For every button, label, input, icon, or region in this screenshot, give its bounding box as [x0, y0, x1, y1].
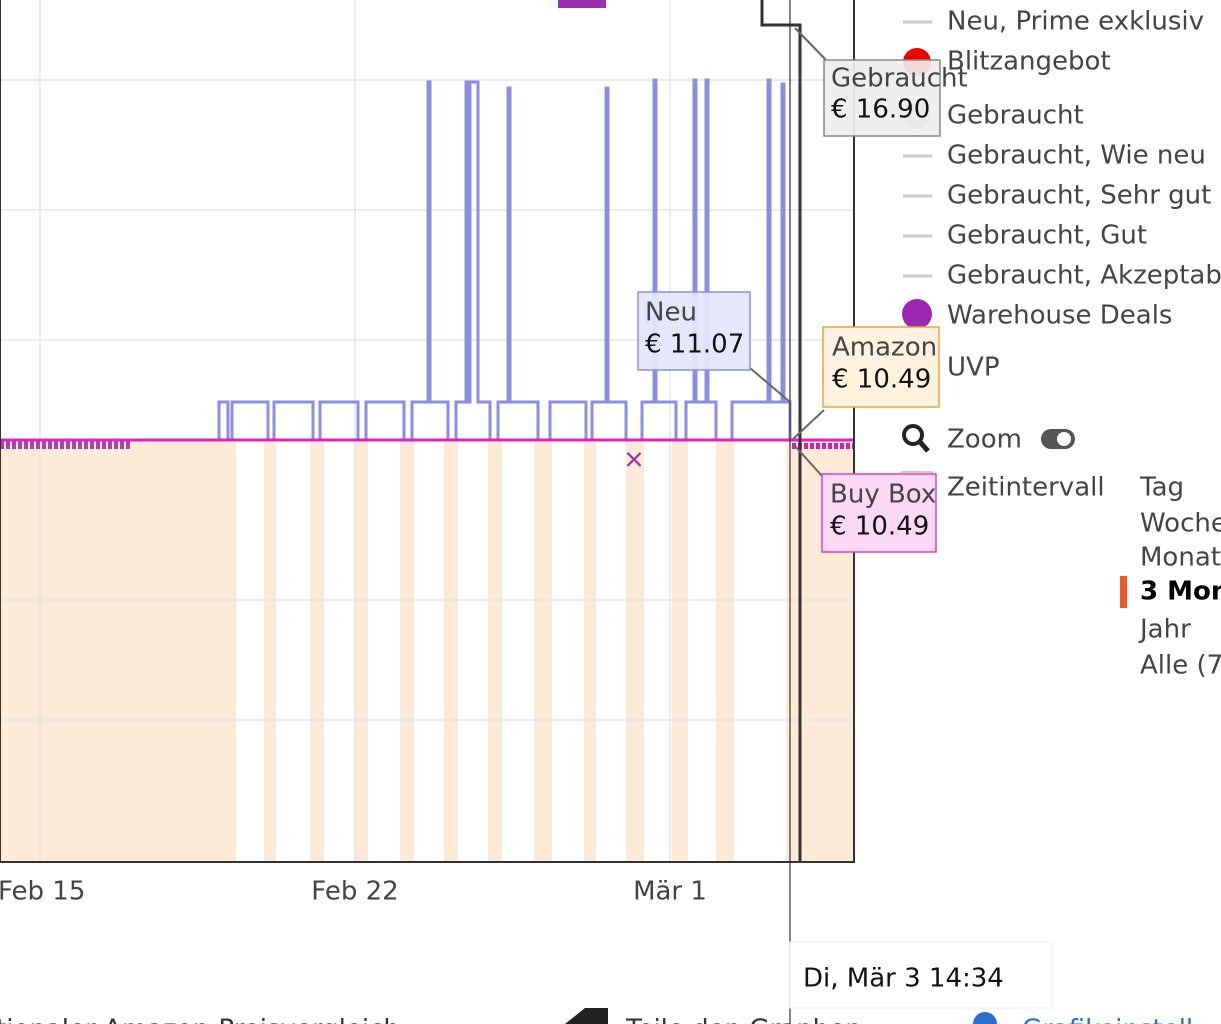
legend: Neu, Prime exklusiv Blitzangebot Gebrauc…: [902, 7, 1221, 383]
legend-item[interactable]: UVP: [947, 353, 1000, 383]
footer-link[interactable]: tionaler Amazon-Preisvergleich: [0, 1015, 400, 1024]
x-label: Feb 15: [0, 877, 85, 907]
grid: [0, 0, 854, 862]
x-label: Feb 22: [311, 877, 398, 907]
tooltip-label: Buy Box: [830, 480, 936, 510]
chart: × Feb 15 Feb 22 Mär 1: [0, 0, 855, 1024]
interval-option[interactable]: Tag: [1139, 473, 1184, 503]
interval-option[interactable]: Monat: [1140, 543, 1221, 573]
warehouse-marks: [558, 0, 606, 8]
legend-item[interactable]: Gebraucht, Wie neu: [947, 141, 1206, 171]
zoom-control: Zoom: [902, 424, 1075, 455]
legend-item[interactable]: Gebraucht, Akzeptab: [947, 261, 1221, 291]
tooltip-price: € 16.90: [831, 95, 930, 125]
tooltip-price: € 11.07: [645, 330, 744, 360]
x-label: Mär 1: [633, 877, 707, 907]
tooltip-label: Amazon: [832, 333, 937, 363]
legend-item[interactable]: Gebraucht, Gut: [947, 221, 1147, 251]
tooltip-label: Neu: [645, 298, 697, 328]
tooltip-buybox: Buy Box € 10.49: [821, 473, 937, 553]
footer-link[interactable]: Teile den Graphen: [625, 1015, 862, 1024]
new-price-line: [0, 78, 854, 442]
interval-option[interactable]: Jahr: [1138, 615, 1191, 645]
interval-option[interactable]: Woche: [1140, 509, 1221, 539]
tooltip-label: Gebraucht: [831, 64, 968, 94]
crosshair-date: Di, Mär 3 14:34: [789, 941, 1053, 1009]
interval-option[interactable]: Alle (7: [1140, 651, 1221, 681]
tooltip-amazon: Amazon € 10.49: [822, 326, 940, 408]
legend-item[interactable]: Gebraucht, Sehr gut: [947, 181, 1211, 211]
tooltip-new: Neu € 11.07: [637, 291, 751, 371]
tooltip-used: Gebraucht € 16.90: [823, 59, 968, 137]
time-interval: Zeitintervall Tag Woche Monat 3 Mon Jahr…: [901, 471, 1221, 681]
interval-option-selected[interactable]: 3 Mon: [1140, 577, 1221, 607]
area-gaps: [236, 440, 786, 862]
used-price-line: [760, 0, 802, 862]
zoom-label[interactable]: Zoom: [947, 425, 1022, 455]
tooltip-price: € 10.49: [830, 512, 929, 542]
legend-item[interactable]: Gebraucht: [947, 101, 1084, 131]
footer: tionaler Amazon-Preisvergleich Teile den…: [0, 1008, 1193, 1024]
tooltip-price: € 10.49: [832, 365, 931, 395]
plot-border: [0, 0, 855, 863]
interval-label: Zeitintervall: [947, 473, 1105, 503]
date-label: Di, Mär 3 14:34: [803, 964, 1004, 994]
legend-item[interactable]: Neu, Prime exklusiv: [947, 7, 1204, 37]
legend-item[interactable]: Blitzangebot: [947, 47, 1111, 77]
connectors: [749, 27, 827, 477]
footer-link[interactable]: Grafikeinstell: [1022, 1015, 1193, 1024]
legend-item[interactable]: Warehouse Deals: [947, 301, 1172, 331]
marker: ×: [623, 445, 645, 475]
